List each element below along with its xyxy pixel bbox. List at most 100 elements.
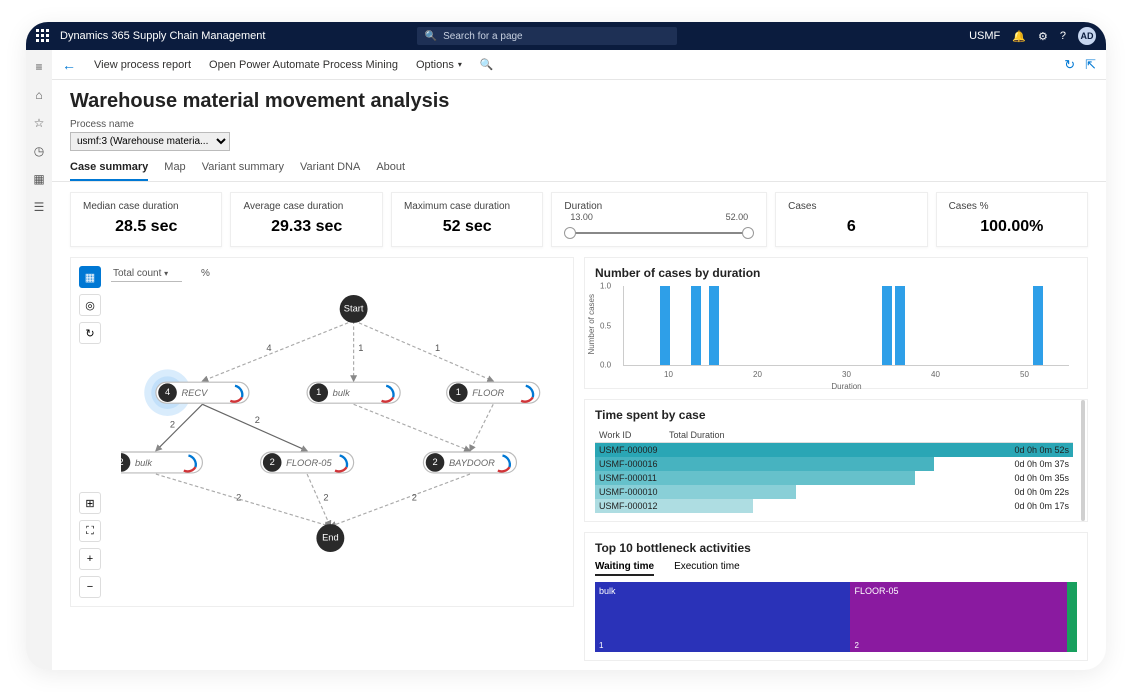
duration-chart-title: Number of cases by duration <box>595 266 1077 280</box>
duration-bar[interactable] <box>895 286 905 365</box>
graph-tool-filter[interactable]: ▦ <box>79 266 101 288</box>
case-row[interactable]: USMF-0000090d 0h 0m 52s <box>595 443 1073 458</box>
bottleneck-treemap: bulk1FLOOR-052 <box>595 582 1077 652</box>
open-mining-button[interactable]: Open Power Automate Process Mining <box>209 59 398 71</box>
app-name: Dynamics 365 Supply Chain Management <box>60 30 265 42</box>
search-placeholder: Search for a page <box>443 31 523 42</box>
case-row[interactable]: USMF-0000100d 0h 0m 22s <box>595 485 1073 499</box>
svg-text:bulk: bulk <box>135 458 153 468</box>
col-total: Total Duration <box>665 428 1073 443</box>
metric-median: Median case duration 28.5 sec <box>70 192 222 247</box>
svg-text:4: 4 <box>266 343 271 353</box>
case-row[interactable]: USMF-0000160d 0h 0m 37s <box>595 457 1073 471</box>
search-icon[interactable]: 🔍 <box>480 58 494 71</box>
svg-text:4: 4 <box>165 387 170 397</box>
col-workid: Work ID <box>595 428 665 443</box>
tab-about[interactable]: About <box>376 161 405 181</box>
graph-tool-refresh[interactable]: ↻ <box>79 322 101 344</box>
svg-text:2: 2 <box>270 457 275 467</box>
metric-average: Average case duration 29.33 sec <box>230 192 382 247</box>
duration-bar[interactable] <box>1033 286 1043 365</box>
metric-cases-pct: Cases % 100.00% <box>936 192 1088 247</box>
graph-zoom-in-icon[interactable]: + <box>79 548 101 570</box>
svg-text:End: End <box>322 533 339 543</box>
svg-text:2: 2 <box>412 492 417 502</box>
graph-fullscreen-icon[interactable]: ⛶ <box>79 520 101 542</box>
command-bar: ← View process report Open Power Automat… <box>52 50 1106 80</box>
svg-text:1: 1 <box>316 387 321 397</box>
help-icon[interactable]: ? <box>1060 30 1066 42</box>
scrollbar[interactable] <box>1081 400 1085 521</box>
refresh-icon[interactable]: ↻ <box>1064 57 1075 73</box>
home-icon[interactable]: ⌂ <box>32 88 46 102</box>
recent-icon[interactable]: ◷ <box>32 144 46 158</box>
svg-text:BAYDOOR: BAYDOOR <box>449 458 495 468</box>
graph-zoom-out-icon[interactable]: − <box>79 576 101 598</box>
duration-bar[interactable] <box>882 286 892 365</box>
process-graph-card: ▦ ◎ ↻ Total count ▾ % ⊞ ⛶ + − <box>70 257 574 607</box>
view-process-report-button[interactable]: View process report <box>94 59 191 71</box>
star-icon[interactable]: ☆ <box>32 116 46 130</box>
slider-max-knob[interactable] <box>742 227 754 239</box>
search-icon: 🔍 <box>425 31 437 42</box>
graph-tool-target[interactable]: ◎ <box>79 294 101 316</box>
metric-cases: Cases 6 <box>775 192 927 247</box>
user-label[interactable]: USMF <box>969 30 1000 42</box>
duration-barchart: Duration 0.00.51.01020304050 <box>623 286 1069 366</box>
duration-bar[interactable] <box>660 286 670 365</box>
tab-variant-dna[interactable]: Variant DNA <box>300 161 360 181</box>
metric-maximum: Maximum case duration 52 sec <box>391 192 543 247</box>
workspace-icon[interactable]: ▦ <box>32 172 46 186</box>
time-spent-panel: Time spent by case Work ID Total Duratio… <box>584 399 1088 522</box>
nav-rail: ≡ ⌂ ☆ ◷ ▦ ☰ <box>26 50 52 670</box>
duration-bar[interactable] <box>709 286 719 365</box>
graph-fit-icon[interactable]: ⊞ <box>79 492 101 514</box>
graph-pct-label: % <box>201 268 210 279</box>
time-spent-title: Time spent by case <box>595 408 1073 422</box>
duration-bar[interactable] <box>691 286 701 365</box>
svg-text:FLOOR: FLOOR <box>472 388 504 398</box>
case-row[interactable]: USMF-0000120d 0h 0m 17s <box>595 499 1073 513</box>
tab-map[interactable]: Map <box>164 161 185 181</box>
svg-text:2: 2 <box>255 415 260 425</box>
svg-text:2: 2 <box>170 420 175 430</box>
duration-chart-panel: Number of cases by duration Number of ca… <box>584 257 1088 389</box>
svg-text:2: 2 <box>323 492 328 502</box>
metric-duration-slider[interactable]: Duration 13.00 52.00 <box>551 192 767 247</box>
svg-text:bulk: bulk <box>333 388 351 398</box>
topbar: Dynamics 365 Supply Chain Management 🔍 S… <box>26 22 1106 50</box>
menu-icon[interactable]: ≡ <box>32 60 46 74</box>
graph-metric-dropdown[interactable]: Total count ▾ <box>111 266 182 282</box>
slider-min-knob[interactable] <box>564 227 576 239</box>
page-title: Warehouse material movement analysis <box>70 90 1088 113</box>
process-name-label: Process name <box>70 119 1088 130</box>
popout-icon[interactable]: ⇱ <box>1085 57 1096 73</box>
search-input[interactable]: 🔍 Search for a page <box>417 27 677 45</box>
svg-text:1: 1 <box>358 343 363 353</box>
bell-icon[interactable]: 🔔 <box>1012 30 1026 43</box>
tab-variant-summary[interactable]: Variant summary <box>202 161 284 181</box>
tab-case-summary[interactable]: Case summary <box>70 161 148 181</box>
case-row[interactable]: USMF-0000110d 0h 0m 35s <box>595 471 1073 485</box>
svg-text:2: 2 <box>121 457 124 467</box>
svg-text:2: 2 <box>236 492 241 502</box>
svg-text:1: 1 <box>456 387 461 397</box>
tabs: Case summary Map Variant summary Variant DN… <box>52 155 1106 182</box>
svg-text:Start: Start <box>344 303 364 313</box>
treemap-cell[interactable]: bulk1 <box>595 582 850 652</box>
treemap-cell[interactable] <box>1067 582 1077 652</box>
bottleneck-tab-execution-time[interactable]: Execution time <box>674 561 740 576</box>
app-launcher-icon[interactable] <box>36 29 50 43</box>
process-name-select[interactable]: usmf:3 (Warehouse materia... <box>70 132 230 151</box>
process-graph[interactable]: 41122222Start4RECV1bulk1FLOOR2bulk2FLOOR… <box>121 288 563 567</box>
back-icon[interactable]: ← <box>62 57 76 73</box>
svg-text:1: 1 <box>435 343 440 353</box>
treemap-cell[interactable]: FLOOR-052 <box>850 582 1067 652</box>
svg-text:2: 2 <box>432 457 437 467</box>
bottleneck-tab-waiting-time[interactable]: Waiting time <box>595 561 654 576</box>
avatar[interactable]: AD <box>1078 27 1096 45</box>
gear-icon[interactable]: ⚙ <box>1038 30 1048 43</box>
module-icon[interactable]: ☰ <box>32 200 46 214</box>
options-button[interactable]: Options ▾ <box>416 59 462 71</box>
svg-text:FLOOR-05: FLOOR-05 <box>286 458 332 468</box>
